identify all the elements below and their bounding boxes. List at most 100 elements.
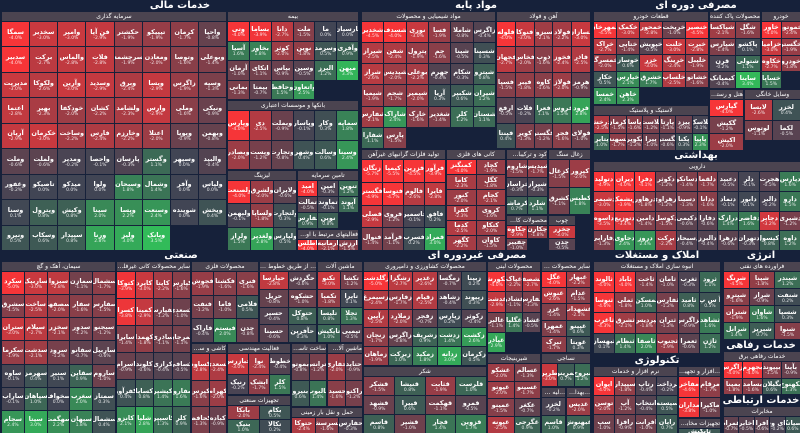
stock-tile[interactable]: سهرمز 0.4% [24, 364, 47, 387]
stock-tile[interactable]: سکرما -1.9% [2, 341, 24, 364]
stock-tile[interactable]: پیزد -0.9% [676, 116, 692, 133]
stock-tile[interactable]: شپدیس-1.7% [527, 160, 547, 178]
stock-tile[interactable]: شرنگ -4.5% [724, 272, 749, 288]
stock-tile[interactable]: تفارس0.9% [298, 213, 318, 228]
stock-tile[interactable]: مداران -3.8% [679, 397, 699, 417]
stock-tile[interactable]: خوساز 0.6% [617, 55, 639, 71]
stock-tile[interactable]: شاملا -0.8% [451, 22, 473, 43]
stock-tile[interactable]: شفارس-2.1% [362, 106, 384, 127]
stock-tile[interactable]: حکشتر -1.9% [114, 22, 142, 47]
stock-tile[interactable]: دتوزیع -3.4% [614, 211, 635, 231]
stock-tile[interactable]: قپیرا 0.6% [394, 396, 425, 414]
stock-tile[interactable]: قچار 1.4% [425, 415, 456, 433]
stock-tile[interactable]: قنیشا 0.8% [394, 377, 425, 395]
stock-tile[interactable]: کهمدا -1.8% [135, 326, 153, 352]
stock-tile[interactable]: کگل -1.8% [476, 175, 505, 190]
stock-tile[interactable]: مرقام -1.7% [700, 377, 720, 397]
stock-tile[interactable]: ساینا 3.4% [735, 72, 760, 88]
stock-tile[interactable]: سفارس-1.5% [93, 295, 115, 318]
stock-tile[interactable]: امید -4.0% [298, 181, 318, 196]
stock-tile[interactable]: کروی -1.6% [476, 205, 505, 220]
stock-tile[interactable]: شپارس -1.4% [710, 38, 735, 55]
industry-group-header[interactable]: مواد شیمیایی و محصولات [362, 12, 495, 21]
stock-tile[interactable]: کساپا 0.8% [135, 380, 153, 406]
stock-tile[interactable]: زسیمرغ -2.4% [364, 290, 388, 309]
stock-tile[interactable]: وسدید -2.9% [86, 72, 114, 98]
stock-tile[interactable]: وپسا 2.2% [114, 200, 142, 225]
stock-tile[interactable]: فروی -1.2% [383, 205, 403, 228]
stock-tile[interactable]: غنوش -2.6% [542, 288, 566, 304]
stock-tile[interactable]: کرمان -1.7% [170, 22, 198, 47]
stock-tile[interactable]: زاگرس -1.9% [170, 72, 198, 98]
stock-tile[interactable]: سفانو -0.7% [70, 341, 93, 364]
stock-tile[interactable]: فجوش -1.9% [192, 272, 214, 295]
stock-tile[interactable]: غپآذر 2.9% [488, 332, 505, 352]
stock-tile[interactable]: فرود 2.8% [572, 98, 590, 123]
stock-tile[interactable]: بکهنوج1.3% [781, 378, 800, 394]
stock-tile[interactable]: فکشتا -1.6% [214, 272, 236, 295]
stock-tile[interactable]: فگستر -4.9% [362, 182, 382, 205]
stock-tile[interactable]: دارو 1.5% [780, 191, 800, 211]
stock-tile[interactable]: پکنا 0.3% [676, 133, 692, 150]
stock-tile[interactable]: فولای -1.0% [572, 123, 590, 148]
stock-tile[interactable]: بنیک 1.0% [228, 420, 259, 433]
stock-tile[interactable]: والماس -2.8% [58, 47, 86, 72]
stock-tile[interactable]: کانزو 2.1% [117, 407, 135, 433]
stock-tile[interactable]: کشرق -1.1% [549, 187, 569, 214]
stock-tile[interactable]: همراه-0.7% [724, 417, 739, 433]
stock-tile[interactable]: شیراز -2.5% [362, 43, 384, 64]
stock-tile[interactable]: خارک -1.6% [406, 106, 428, 127]
industry-group-header[interactable]: فعالیتهای مرتبط با اوراق بهادار [298, 230, 358, 239]
stock-tile[interactable]: تنوین 1.2% [338, 181, 358, 196]
stock-tile[interactable]: زاگرس -0.4% [473, 22, 495, 43]
stock-tile[interactable]: کسعدی-2.4% [209, 354, 226, 380]
stock-tile[interactable]: ساربیک -3.0% [24, 272, 47, 295]
stock-tile[interactable]: آرمانیه -2.1% [318, 240, 338, 250]
stock-tile[interactable]: گپارس -4.0% [710, 100, 743, 116]
stock-tile[interactable]: کرماشا0.7% [507, 196, 527, 214]
stock-tile[interactable]: ثرود 1.1% [699, 272, 720, 292]
stock-tile[interactable]: هجرت -0.5% [759, 172, 780, 191]
stock-tile[interactable]: بگیلان 0.6% [762, 378, 781, 394]
stock-tile[interactable]: شرانل 1.4% [724, 323, 749, 339]
stock-tile[interactable]: ساخت -2.5% [24, 295, 47, 318]
stock-tile[interactable]: سبزوا -2.8% [47, 272, 70, 295]
industry-group-header[interactable]: شکر [364, 367, 486, 376]
stock-tile[interactable]: زشریف 0.9% [413, 328, 437, 347]
stock-tile[interactable]: دفرا -4.1% [635, 172, 656, 191]
stock-tile[interactable]: جم -1.6% [429, 43, 451, 64]
stock-tile[interactable]: شپنا -1.8% [749, 272, 775, 288]
stock-tile[interactable]: زاگرس -0.8% [388, 328, 413, 347]
stock-tile[interactable]: حتاید -0.9% [345, 354, 362, 380]
stock-tile[interactable]: خاهن 2.3% [617, 88, 639, 104]
stock-tile[interactable]: فایرا -2.8% [425, 182, 445, 205]
stock-tile[interactable]: تکالا 0.2% [259, 420, 290, 433]
stock-tile[interactable]: آرمان -1.0% [228, 61, 249, 80]
stock-tile[interactable]: خکاوه -2.7% [762, 55, 781, 72]
stock-tile[interactable]: زبرکت 1.0% [388, 347, 413, 365]
stock-tile[interactable]: درهاور -1.8% [635, 191, 656, 211]
stock-tile[interactable]: شغدیر -1.4% [429, 106, 451, 127]
industry-group-header[interactable]: قطعات خودرو [594, 12, 708, 21]
stock-tile[interactable]: غشاد -0.5% [523, 312, 540, 332]
stock-tile[interactable]: پاکشو 0.1% [735, 38, 760, 55]
stock-tile[interactable]: کچاد -1.9% [476, 160, 505, 175]
stock-tile[interactable]: خراک -2.7% [594, 38, 616, 55]
industry-group-header[interactable]: لاستیک و پلاستیک [594, 106, 708, 115]
stock-tile[interactable]: سخزر -2.1% [47, 318, 70, 341]
stock-tile[interactable]: فولاژ -2.0% [553, 72, 572, 98]
stock-tile[interactable]: سخواف 0.0% [47, 387, 70, 410]
stock-tile[interactable]: خمسا 2.4% [594, 88, 616, 104]
stock-tile[interactable]: میدکو 0.0% [58, 174, 86, 200]
stock-tile[interactable]: دابور 0.1% [738, 191, 759, 211]
stock-tile[interactable]: خراسان-0.3% [507, 178, 527, 196]
stock-tile[interactable]: وسین -0.5% [293, 61, 315, 80]
stock-tile[interactable]: فسپا -1.5% [497, 72, 515, 98]
stock-tile[interactable]: آپوند 1.1% [338, 197, 358, 212]
stock-tile[interactable]: شیراز -0.3% [527, 178, 547, 196]
stock-tile[interactable]: لخزر 0.4% [773, 100, 800, 120]
stock-tile[interactable]: کتوکا -3.9% [117, 272, 135, 298]
stock-tile[interactable]: دکوثر -1.2% [656, 172, 676, 191]
stock-tile[interactable]: ولصنعت-4.0% [228, 181, 250, 204]
stock-tile[interactable]: ثجنوب -1.9% [657, 333, 678, 353]
